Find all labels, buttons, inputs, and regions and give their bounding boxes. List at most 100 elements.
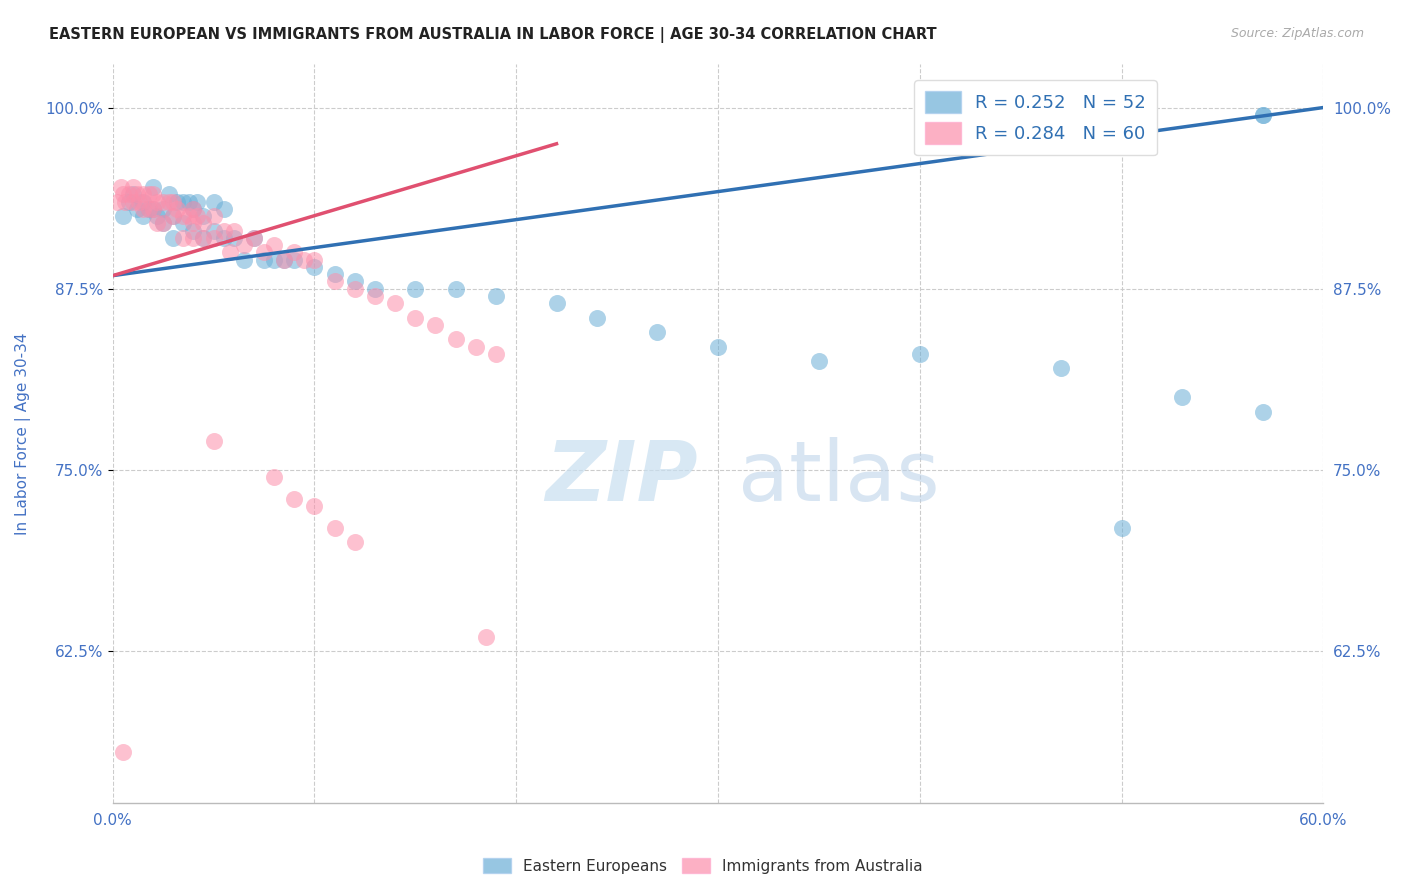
Point: [323, 521, 346, 535]
Point: [146, 209, 169, 223]
Point: [138, 187, 160, 202]
Point: [142, 202, 165, 216]
Point: [181, 231, 204, 245]
Point: [707, 340, 730, 354]
Point: [202, 209, 225, 223]
Point: [157, 187, 180, 202]
Point: [152, 202, 174, 216]
Point: [323, 275, 346, 289]
Point: [273, 252, 295, 267]
Point: [193, 209, 215, 223]
Point: [162, 231, 184, 245]
Point: [343, 282, 366, 296]
Point: [152, 217, 174, 231]
Point: [202, 194, 225, 209]
Point: [179, 194, 201, 209]
Point: [1171, 391, 1194, 405]
Point: [1251, 108, 1274, 122]
Point: [263, 252, 285, 267]
Point: [125, 187, 148, 202]
Point: [364, 289, 387, 303]
Point: [181, 224, 204, 238]
Point: [283, 252, 305, 267]
Point: [128, 194, 150, 209]
Text: Source: ZipAtlas.com: Source: ZipAtlas.com: [1230, 27, 1364, 40]
Point: [172, 209, 194, 223]
Point: [425, 318, 447, 332]
Point: [181, 202, 204, 216]
Point: [546, 296, 568, 310]
Point: [212, 224, 235, 238]
Point: [343, 535, 366, 549]
Point: [218, 245, 240, 260]
Point: [263, 238, 285, 252]
Point: [125, 202, 148, 216]
Point: [304, 260, 326, 274]
Point: [162, 209, 184, 223]
Point: [114, 194, 136, 209]
Point: [138, 202, 160, 216]
Point: [212, 202, 235, 216]
Point: [132, 187, 155, 202]
Point: [186, 209, 208, 223]
Point: [152, 194, 174, 209]
Point: [202, 231, 225, 245]
Point: [172, 217, 194, 231]
Point: [121, 180, 143, 194]
Point: [179, 209, 201, 223]
Point: [121, 187, 143, 202]
Point: [202, 224, 225, 238]
Point: [1251, 108, 1274, 122]
Point: [172, 194, 194, 209]
Legend: Eastern Europeans, Immigrants from Australia: Eastern Europeans, Immigrants from Austr…: [477, 852, 929, 880]
Point: [132, 194, 155, 209]
Point: [343, 275, 366, 289]
Y-axis label: In Labor Force | Age 30-34: In Labor Force | Age 30-34: [15, 333, 31, 535]
Legend: R = 0.252   N = 52, R = 0.284   N = 60: R = 0.252 N = 52, R = 0.284 N = 60: [914, 80, 1157, 155]
Point: [166, 194, 188, 209]
Point: [253, 252, 276, 267]
Point: [138, 202, 160, 216]
Point: [1251, 405, 1274, 419]
Point: [807, 354, 830, 368]
Point: [232, 252, 254, 267]
Point: [222, 224, 245, 238]
Text: EASTERN EUROPEAN VS IMMIGRANTS FROM AUSTRALIA IN LABOR FORCE | AGE 30-34 CORRELA: EASTERN EUROPEAN VS IMMIGRANTS FROM AUST…: [49, 27, 936, 43]
Point: [110, 180, 132, 194]
Point: [105, 194, 128, 209]
Point: [162, 209, 184, 223]
Point: [444, 333, 467, 347]
Point: [384, 296, 406, 310]
Point: [142, 180, 165, 194]
Point: [485, 347, 508, 361]
Point: [283, 491, 305, 506]
Point: [444, 282, 467, 296]
Point: [212, 231, 235, 245]
Point: [485, 289, 508, 303]
Point: [146, 217, 169, 231]
Point: [404, 282, 426, 296]
Point: [283, 245, 305, 260]
Point: [586, 310, 609, 325]
Point: [146, 194, 169, 209]
Point: [243, 231, 266, 245]
Point: [364, 282, 387, 296]
Text: atlas: atlas: [738, 437, 939, 518]
Point: [181, 217, 204, 231]
Point: [232, 238, 254, 252]
Point: [243, 231, 266, 245]
Point: [292, 252, 315, 267]
Point: [111, 187, 134, 202]
Point: [193, 217, 215, 231]
Point: [263, 470, 285, 484]
Point: [162, 194, 184, 209]
Text: ZIP: ZIP: [544, 437, 697, 518]
Point: [166, 202, 188, 216]
Point: [142, 202, 165, 216]
Point: [111, 746, 134, 760]
Point: [181, 202, 204, 216]
Point: [193, 231, 215, 245]
Point: [172, 231, 194, 245]
Point: [647, 325, 669, 339]
Point: [111, 209, 134, 223]
